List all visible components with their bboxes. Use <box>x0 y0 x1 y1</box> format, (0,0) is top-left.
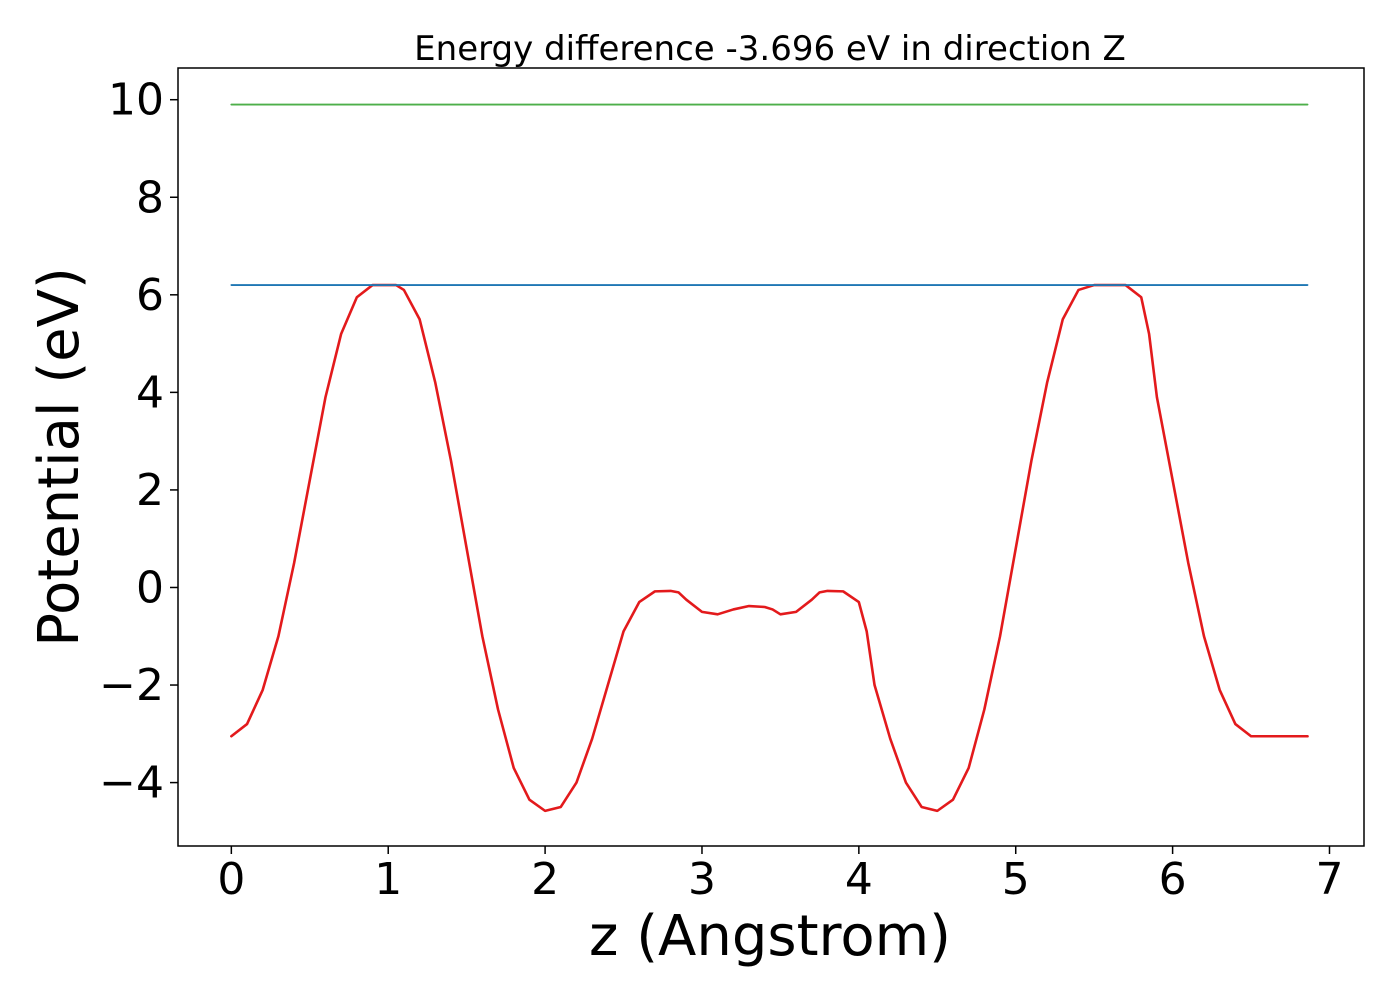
y-tick-label: 10 <box>108 75 164 126</box>
x-tick-label: 2 <box>531 854 559 905</box>
x-tick-label: 0 <box>217 854 245 905</box>
x-tick-label: 6 <box>1159 854 1187 905</box>
x-tick-label: 1 <box>374 854 402 905</box>
x-tick-label: 4 <box>845 854 873 905</box>
y-tick-label: 6 <box>136 270 164 321</box>
y-axis-title: Potential (eV) <box>27 267 92 647</box>
x-tick-label: 7 <box>1315 854 1343 905</box>
y-axis-ticks: −4 −2 0 2 4 6 8 10 <box>99 75 178 809</box>
x-tick-label: 3 <box>688 854 716 905</box>
y-tick-label: 2 <box>136 465 164 516</box>
y-tick-label: 4 <box>136 367 164 418</box>
plot-area <box>230 103 1309 813</box>
x-tick-label: 5 <box>1002 854 1030 905</box>
chart-title: Energy difference -3.696 eV in direction… <box>414 29 1126 69</box>
y-tick-label: 8 <box>136 172 164 223</box>
series-line-1 <box>230 283 1309 813</box>
x-axis-title: z (Angstrom) <box>589 904 951 969</box>
x-axis-ticks: 0 1 2 3 4 5 6 7 <box>217 846 1343 905</box>
y-tick-label: −2 <box>99 660 164 711</box>
y-tick-label: −4 <box>99 758 164 809</box>
y-tick-label: 0 <box>136 562 164 613</box>
axes-frame <box>177 67 1365 847</box>
